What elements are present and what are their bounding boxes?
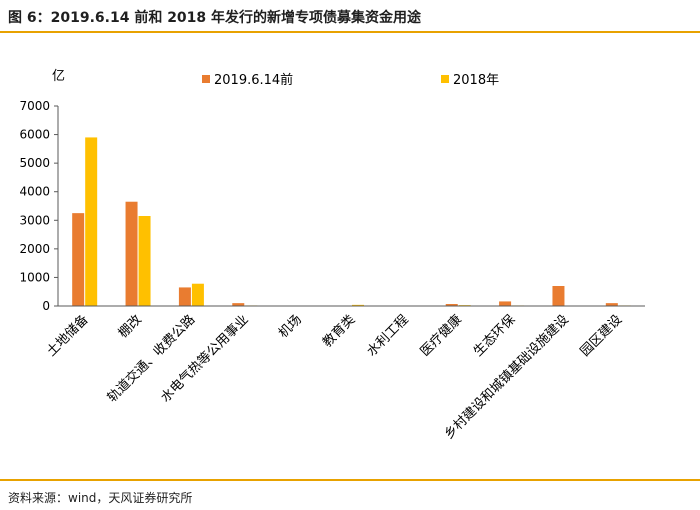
bar-series2: [85, 137, 98, 306]
x-tick-label: 棚改: [116, 312, 145, 341]
legend-label: 2019.6.14前: [214, 72, 293, 88]
bar-series1: [499, 301, 512, 306]
bar-series1: [605, 303, 618, 306]
source-note: 资料来源：wind，天风证券研究所: [8, 491, 193, 505]
bar-series2: [352, 304, 364, 306]
x-tick-label: 园区建设: [578, 312, 625, 359]
y-tick-label: 2000: [19, 242, 50, 256]
x-tick-label: 机场: [276, 312, 305, 341]
x-tick-label: 水利工程: [364, 312, 411, 359]
legend-swatch: [441, 75, 449, 83]
bars: [72, 137, 631, 307]
bar-series1: [445, 304, 458, 306]
legend-swatch: [202, 75, 210, 83]
footer-rule: [0, 479, 700, 481]
y-tick-label: 6000: [19, 128, 50, 142]
bar-series1: [178, 287, 191, 306]
y-tick-label: 5000: [19, 156, 50, 170]
y-axis: 0 1000 2000 3000 4000 5000 6000 7000: [19, 99, 59, 313]
title-rule: [0, 31, 700, 33]
x-tick-label: 水电气热等公用事业: [158, 312, 252, 406]
legend: 2019.6.14前 2018年: [202, 72, 499, 88]
bar-series2: [191, 283, 204, 306]
y-tick-label: 1000: [19, 270, 50, 284]
y-axis-label: 亿: [52, 69, 65, 84]
bar-series1: [72, 213, 85, 306]
y-tick-label: 7000: [19, 99, 50, 113]
y-tick-label: 4000: [19, 185, 50, 199]
x-tick-label: 土地储备: [43, 312, 91, 360]
x-tick-label: 教育类: [319, 312, 358, 351]
bar-series1: [125, 201, 138, 306]
bar-chart: 2019.6.14前 2018年 亿 0 1000 2000 3000 4000 5000 6…: [19, 69, 645, 442]
y-tick-label: 0: [42, 299, 50, 313]
x-tick-label: 生态环保: [471, 312, 518, 359]
figure-title: 图 6：2019.6.14 前和 2018 年发行的新增专项债募集资金用途: [8, 10, 422, 26]
x-tick-label: 医疗健康: [417, 312, 465, 360]
bar-series2: [138, 216, 151, 306]
bar-series1: [232, 303, 245, 306]
y-tick-label: 3000: [19, 213, 50, 227]
bar-series1: [552, 286, 565, 306]
x-tick-label: 轨道交通、收费公路: [104, 312, 198, 406]
legend-label: 2018年: [453, 73, 499, 88]
